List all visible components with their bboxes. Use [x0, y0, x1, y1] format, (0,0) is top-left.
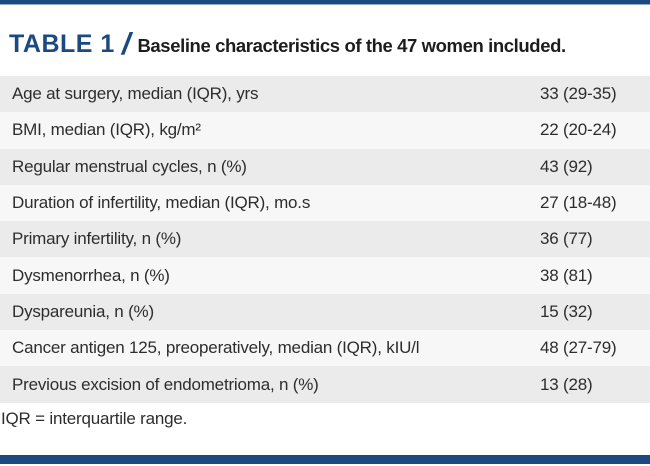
row-value: 38 (81)	[540, 265, 593, 285]
table-caption: Baseline characteristics of the 47 women…	[137, 35, 566, 56]
row-value: 27 (18-48)	[540, 193, 617, 213]
table-row: Dysmenorrhea, n (%) 38 (81)	[0, 257, 650, 294]
row-label: Dysmenorrhea, n (%)	[12, 265, 170, 285]
row-label: Dyspareunia, n (%)	[12, 301, 154, 321]
row-label: Regular menstrual cycles, n (%)	[12, 156, 247, 176]
top-accent-bar	[0, 0, 650, 5]
row-value: 22 (20-24)	[540, 120, 617, 140]
table-number-label: TABLE 1	[9, 30, 115, 58]
row-label: Previous excision of endometrioma, n (%)	[12, 374, 319, 394]
table-row: Previous excision of endometrioma, n (%)…	[0, 366, 650, 403]
row-label: BMI, median (IQR), kg/m²	[12, 120, 201, 140]
footnote: IQR = interquartile range.	[1, 409, 188, 428]
characteristics-table: Age at surgery, median (IQR), yrs 33 (29…	[0, 76, 650, 403]
row-value: 13 (28)	[540, 374, 593, 394]
row-value: 33 (29-35)	[540, 84, 617, 104]
row-value: 43 (92)	[540, 156, 593, 176]
table-row: Age at surgery, median (IQR), yrs 33 (29…	[0, 76, 650, 113]
row-value: 48 (27-79)	[540, 338, 617, 358]
row-label: Cancer antigen 125, preoperatively, medi…	[12, 338, 420, 358]
row-label: Age at surgery, median (IQR), yrs	[12, 84, 259, 104]
table-header: TABLE 1 / Baseline characteristics of th…	[9, 24, 648, 61]
row-label: Duration of infertility, median (IQR), m…	[12, 193, 311, 213]
table-row: Cancer antigen 125, preoperatively, medi…	[0, 330, 650, 367]
header-separator-slash: /	[121, 26, 131, 61]
bottom-accent-bar	[0, 455, 650, 464]
table-row: Regular menstrual cycles, n (%) 43 (92)	[0, 148, 650, 185]
table-row: BMI, median (IQR), kg/m² 22 (20-24)	[0, 112, 650, 149]
row-value: 36 (77)	[540, 229, 593, 249]
row-label: Primary infertility, n (%)	[12, 229, 182, 249]
table-row: Primary infertility, n (%) 36 (77)	[0, 221, 650, 258]
row-value: 15 (32)	[540, 301, 593, 321]
table-row: Duration of infertility, median (IQR), m…	[0, 184, 650, 222]
table-row: Dyspareunia, n (%) 15 (32)	[0, 293, 650, 331]
